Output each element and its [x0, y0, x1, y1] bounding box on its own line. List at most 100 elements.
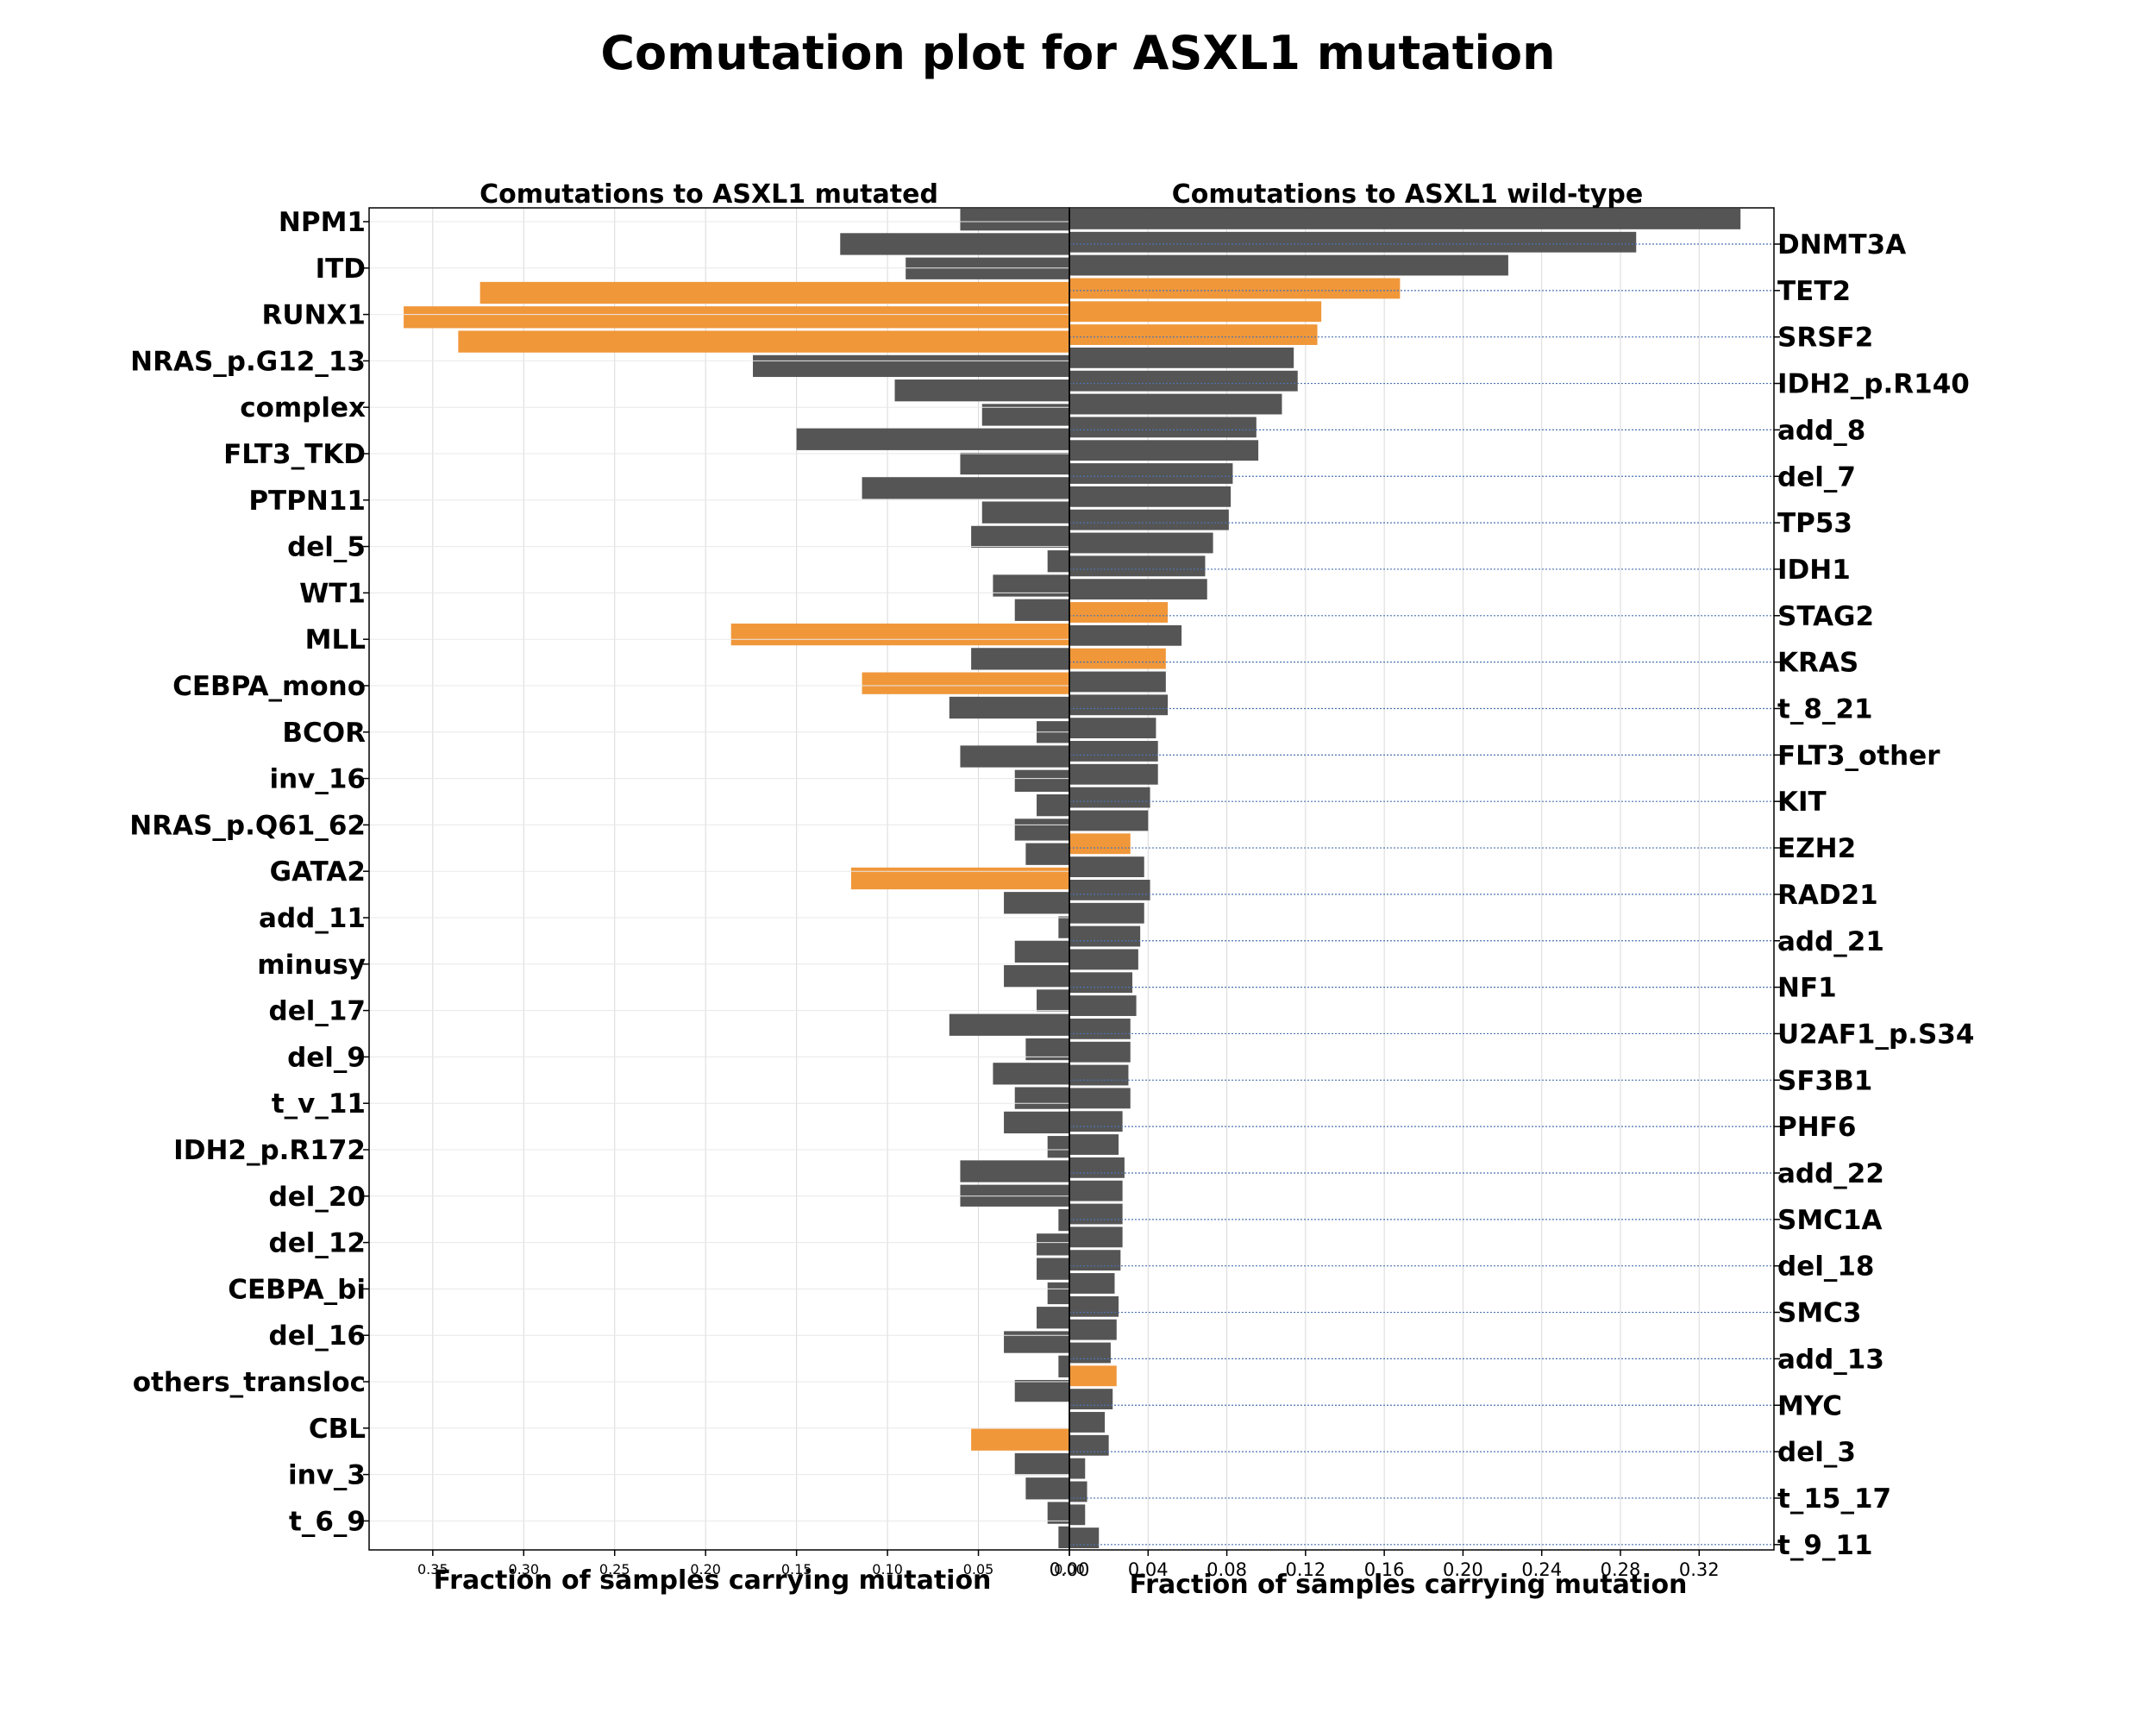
right-bar: [1069, 694, 1169, 716]
left-category-label: del_20: [269, 1182, 366, 1213]
right-bar: [1069, 231, 1637, 253]
right-bar: [1069, 1203, 1123, 1225]
right-bar: [1069, 787, 1150, 808]
right-bar: [1069, 925, 1141, 947]
left-category-label: MLL: [305, 624, 366, 656]
right-panel-title: Comutations to ASXL1 wild-type: [1172, 179, 1643, 210]
left-bar: [981, 501, 1069, 524]
right-x-tick-label: 0.32: [1679, 1559, 1720, 1580]
right-bar: [1069, 1250, 1121, 1271]
left-bar-highlighted: [730, 623, 1069, 646]
right-bar: [1069, 1134, 1119, 1155]
left-bar: [1058, 1208, 1069, 1232]
right-x-tick-label: 0.16: [1364, 1559, 1405, 1580]
right-category-label: RAD21: [1777, 880, 1878, 911]
left-category-label: RUNX1: [262, 300, 366, 331]
right-bar: [1069, 880, 1150, 900]
left-category-label: del_5: [287, 532, 366, 563]
plot-area: 0.35 0.30 0.25 0.20 0.15 0.10 0.05 0.000.00 0.04…: [129, 207, 1974, 1580]
right-bar: [1069, 1389, 1113, 1410]
chart-title: Comutation plot for ASXL1 mutation: [600, 26, 1555, 80]
left-bar-highlighted: [479, 281, 1069, 304]
left-bar: [1058, 1526, 1069, 1548]
right-category-label: SMC3: [1777, 1298, 1862, 1329]
left-category-label: del_16: [269, 1320, 366, 1352]
left-panel-title: Comutations to ASXL1 mutated: [479, 179, 938, 210]
right-bar: [1069, 741, 1158, 762]
left-bar: [1014, 819, 1069, 841]
right-category-label: SRSF2: [1777, 323, 1873, 354]
left-category-label: NPM1: [279, 207, 366, 238]
right-bar-highlighted: [1069, 324, 1318, 345]
right-category-label: add_8: [1777, 415, 1865, 446]
right-bar: [1069, 393, 1282, 415]
left-category-label: inv_3: [288, 1460, 366, 1491]
left-bar: [960, 745, 1069, 768]
right-bar: [1069, 254, 1508, 276]
left-x-tick-label: 0.05: [963, 1561, 994, 1578]
left-category-label: del_12: [269, 1228, 366, 1259]
right-bar: [1069, 1342, 1111, 1364]
right-bar: [1069, 1458, 1086, 1479]
right-x-axis-label: Fraction of samples carrying mutation: [1130, 1570, 1688, 1600]
right-bar: [1069, 1157, 1125, 1178]
right-bar: [1069, 671, 1166, 693]
right-bar-highlighted: [1069, 301, 1322, 323]
left-category-label: del_17: [269, 996, 366, 1027]
right-category-label: TP53: [1777, 508, 1852, 539]
left-bar-highlighted: [404, 306, 1069, 329]
left-bar-highlighted: [862, 672, 1069, 694]
right-category-label: add_13: [1777, 1344, 1884, 1375]
right-bar: [1069, 624, 1182, 646]
left-bar: [993, 1063, 1069, 1085]
right-bar: [1069, 1319, 1117, 1340]
right-category-label: NF1: [1777, 973, 1837, 1004]
left-x-tick-label: 0.30: [508, 1561, 539, 1578]
left-bar: [1047, 550, 1069, 573]
right-bar: [1069, 509, 1229, 530]
right-bar: [1069, 555, 1206, 577]
left-category-label: add_11: [259, 903, 366, 934]
left-bar: [1004, 965, 1069, 988]
right-bar: [1069, 1088, 1131, 1109]
right-bar: [1069, 579, 1207, 600]
left-bar-highlighted: [971, 1428, 1069, 1451]
right-bar: [1069, 902, 1144, 924]
left-x-tick-label: 0.35: [417, 1561, 448, 1578]
right-bar: [1069, 810, 1149, 831]
left-x-tick-label: 0.25: [599, 1561, 630, 1578]
left-bar: [1037, 989, 1069, 1012]
right-category-label: IDH2_p.R140: [1777, 369, 1970, 400]
right-category-label: IDH1: [1777, 555, 1851, 586]
right-category-label: DNMT3A: [1777, 229, 1906, 260]
right-category-label: add_22: [1777, 1158, 1884, 1189]
right-category-label: t_8_21: [1777, 694, 1873, 725]
right-bar-highlighted: [1069, 833, 1131, 855]
right-bar: [1069, 1018, 1131, 1039]
left-x-tick-label: 0.20: [690, 1561, 721, 1578]
right-category-label: KIT: [1777, 787, 1827, 818]
right-bar: [1069, 1434, 1109, 1456]
right-x-tick-label: 0.20: [1443, 1559, 1483, 1580]
right-bar: [1069, 440, 1259, 461]
right-bar: [1069, 209, 1741, 229]
left-bar: [1037, 1258, 1069, 1280]
left-category-label: complex: [240, 392, 366, 423]
left-bar: [1047, 1282, 1069, 1305]
right-bar: [1069, 718, 1156, 739]
left-bar: [1025, 843, 1069, 865]
left-bar: [1014, 1087, 1069, 1109]
right-bar-highlighted: [1069, 278, 1401, 299]
right-bar: [1069, 1041, 1131, 1063]
right-bar: [1069, 1504, 1086, 1526]
left-bar: [1025, 1477, 1069, 1500]
right-bar: [1069, 347, 1294, 368]
right-category-label: del_18: [1777, 1251, 1874, 1283]
left-category-label: CEBPA_mono: [172, 671, 366, 702]
right-bar: [1069, 1180, 1123, 1201]
right-category-label: EZH2: [1777, 833, 1856, 864]
right-bar: [1069, 370, 1298, 392]
left-category-label: inv_16: [269, 764, 366, 795]
right-category-label: t_9_11: [1777, 1530, 1873, 1561]
